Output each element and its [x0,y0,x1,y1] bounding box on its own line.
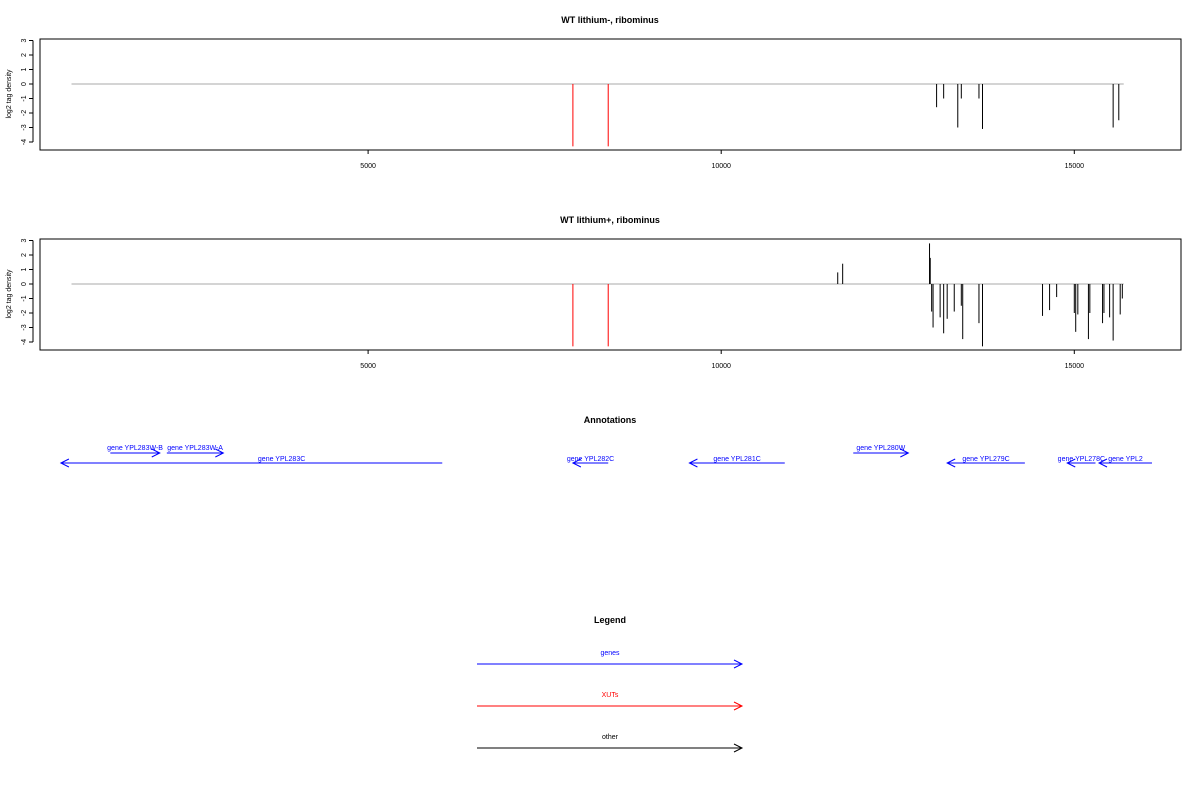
y-tick-label: 3 [21,38,28,42]
y-tick-label: -3 [21,324,28,330]
gene-arrow-head [215,448,225,458]
track-panel-lithium-minus: WT lithium-, ribominus log2 tag density … [6,15,1182,170]
x-axis: 5000 10000 15000 [360,150,1084,170]
y-tick-label: 1 [21,67,28,71]
y-tick-label: 0 [21,282,28,286]
x-tick-label: 10000 [711,163,731,170]
x-axis: 5000 10000 15000 [360,350,1084,370]
y-tick-label: -4 [21,339,28,345]
gene-arrow-head [1066,458,1076,468]
y-tick-label: -2 [21,310,28,316]
y-tick-label: -3 [21,124,28,130]
track-panel-lithium-plus: WT lithium+, ribominus log2 tag density … [6,215,1182,370]
gene-arrows: gene YPL283W-B gene YPL283W-A gene YPL283C… [59,445,1152,468]
y-tick-label: 2 [21,253,28,257]
legend-title: Legend [594,615,626,625]
gene-label: gene YPL278C [1058,456,1105,463]
plot-frame [39,238,1182,351]
y-tick-label: 3 [21,238,28,242]
density-bars [71,243,1124,347]
y-axis: -4 -3 -2 -1 0 1 2 3 [21,238,34,345]
density-bars [71,83,1124,147]
y-tick-label: -2 [21,110,28,116]
annotations-title: Annotations [584,415,637,425]
gene-label: gene YPL283W-A [167,445,223,452]
legend-arrow-head [733,701,744,711]
gene-label: gene YPL283W-B [107,445,163,452]
gene-arrow-head [1097,458,1108,468]
x-tick-label: 10000 [711,363,731,370]
gene-label: gene YPL279C [962,456,1009,463]
gene-arrow-head [946,458,956,468]
plot-frame [39,38,1182,151]
gene-arrow-head [688,458,698,468]
gene-label: gene YPL281C [713,456,760,463]
panel-title: WT lithium-, ribominus [561,15,659,25]
gene-label: gene YPL282C [567,456,614,463]
y-tick-label: -1 [21,95,28,101]
legend-arrow-head [733,659,744,669]
gene-arrow-head [571,458,582,468]
gene-arrow-head [900,448,910,458]
legend: Legend genes XUTs other [477,615,744,753]
y-tick-label: 0 [21,82,28,86]
y-axis: -4 -3 -2 -1 0 1 2 3 [21,38,34,145]
legend-label: XUTs [602,692,619,699]
y-tick-label: 1 [21,267,28,271]
annotations-track: Annotations gene YPL283W-B gene YPL283W-A… [59,415,1152,468]
y-axis-label: log2 tag density [6,69,13,119]
y-axis-label: log2 tag density [6,269,13,319]
x-tick-label: 5000 [360,163,376,170]
gene-arrow-head [151,448,161,458]
gene-label: gene YPL283C [258,456,305,463]
legend-label: other [602,734,619,741]
y-tick-label: -4 [21,139,28,145]
gene-label: gene YPL2 [1108,456,1143,463]
gene-label: gene YPL280W [856,445,905,452]
gene-arrow-head [59,458,70,468]
x-tick-label: 5000 [360,363,376,370]
y-tick-label: 2 [21,53,28,57]
x-tick-label: 15000 [1065,163,1085,170]
y-tick-label: -1 [21,295,28,301]
panel-title: WT lithium+, ribominus [560,215,660,225]
legend-arrow-head [733,743,744,753]
legend-label: genes [600,650,620,657]
x-tick-label: 15000 [1065,363,1085,370]
legend-items: genes XUTs other [477,650,744,753]
